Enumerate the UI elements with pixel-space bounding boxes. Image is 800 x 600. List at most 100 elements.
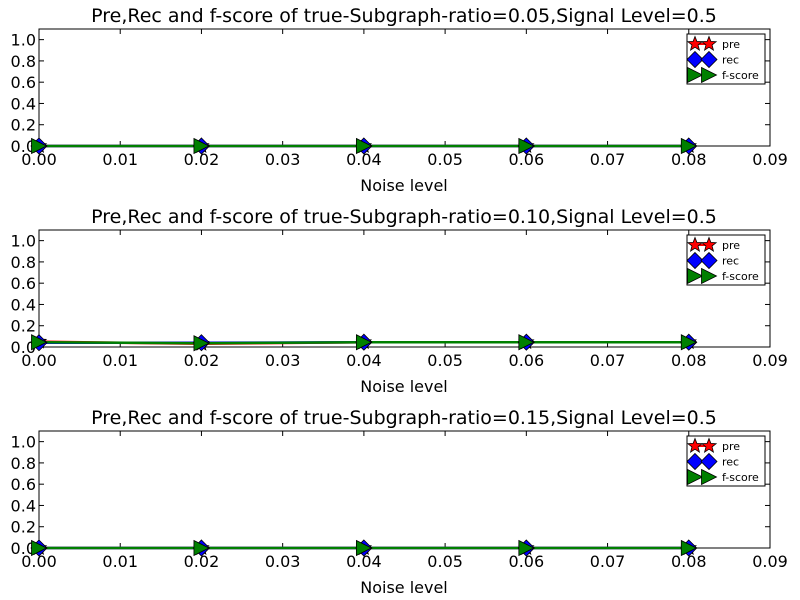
legend-label-1-1: rec bbox=[722, 255, 739, 268]
x-tick-label-2-0: 0.00 bbox=[21, 552, 57, 571]
y-tick-label-0-1: 0.2 bbox=[11, 116, 36, 135]
plot-area-2: 0.00 0.01 0.02 0.03 0.04 0.05 0.06 0.07 0.08 0.09… bbox=[11, 430, 788, 571]
x-tick-label-1-4: 0.04 bbox=[346, 351, 382, 370]
x-tick-label-0-7: 0.07 bbox=[590, 150, 626, 169]
legend-marker-b-1-1 bbox=[700, 251, 718, 270]
data-point-1-2-3 bbox=[518, 334, 535, 351]
x-axis-label-1: Noise level bbox=[360, 377, 448, 396]
data-point-1-2-0 bbox=[31, 334, 48, 351]
data-point-1-2-2 bbox=[355, 334, 373, 351]
x-tick-label-2-1: 0.01 bbox=[102, 552, 138, 571]
legend-marker-b-0-2 bbox=[701, 66, 718, 84]
y-tick-label-0-2: 0.4 bbox=[11, 94, 36, 113]
x-tick-label-2-6: 0.06 bbox=[509, 552, 545, 571]
x-tick-label-1-1: 0.01 bbox=[102, 351, 138, 370]
legend-marker-b-2-2 bbox=[701, 468, 718, 486]
legend-label-2-2: f-score bbox=[722, 471, 759, 484]
x-tick-label-2-9: 0.09 bbox=[752, 552, 788, 571]
legend-marker-b-2-1 bbox=[700, 452, 718, 471]
y-tick-label-2-5: 1.0 bbox=[11, 433, 36, 452]
x-tick-label-2-4: 0.04 bbox=[346, 552, 382, 571]
data-point-0-2-1 bbox=[193, 137, 210, 155]
y-tick-label-2-2: 0.4 bbox=[11, 496, 36, 515]
data-point-2-2-1 bbox=[193, 539, 210, 557]
x-tick-label-0-4: 0.04 bbox=[346, 150, 382, 169]
x-tick-label-1-3: 0.03 bbox=[265, 351, 301, 370]
y-tick-label-1-4: 0.8 bbox=[11, 253, 36, 272]
x-tick-label-1-2: 0.02 bbox=[184, 351, 220, 370]
data-point-1-2-4 bbox=[680, 334, 698, 351]
y-tick-label-0-3: 0.6 bbox=[11, 73, 36, 92]
y-tick-label-2-3: 0.6 bbox=[11, 475, 36, 494]
x-tick-label-2-5: 0.05 bbox=[427, 552, 463, 571]
y-tick-label-1-0: 0.0 bbox=[11, 338, 36, 357]
legend-marker-a-2-1 bbox=[686, 452, 704, 471]
y-tick-label-0-0: 0.0 bbox=[11, 137, 36, 156]
chart-title-0: Pre,Rec and f-score of true-Subgraph-rat… bbox=[91, 5, 717, 27]
y-tick-label-1-3: 0.6 bbox=[11, 274, 36, 293]
data-point-2-2-3 bbox=[518, 539, 535, 557]
data-point-2-2-4 bbox=[680, 539, 698, 557]
plot-area-1: 0.00 0.01 0.02 0.03 0.04 0.05 0.06 0.07 0.08 0.09… bbox=[11, 229, 788, 370]
legend-label-0-1: rec bbox=[722, 54, 739, 67]
x-tick-label-1-7: 0.07 bbox=[590, 351, 626, 370]
data-point-0-2-3 bbox=[518, 137, 535, 155]
x-tick-label-0-3: 0.03 bbox=[265, 150, 301, 169]
legend-marker-a-2-2 bbox=[687, 468, 704, 486]
x-tick-label-0-6: 0.06 bbox=[509, 150, 545, 169]
x-tick-label-1-9: 0.09 bbox=[752, 351, 788, 370]
y-tick-label-1-2: 0.4 bbox=[11, 295, 36, 314]
legend-label-1-2: f-score bbox=[722, 270, 759, 283]
legend-2: pre rec f-score bbox=[686, 435, 766, 487]
x-tick-label-1-5: 0.05 bbox=[427, 351, 463, 370]
legend-marker-b-2-0 bbox=[700, 437, 718, 453]
legend-marker-b-1-2 bbox=[701, 267, 718, 285]
y-tick-label-2-1: 0.2 bbox=[11, 518, 36, 537]
x-tick-label-1-0: 0.00 bbox=[21, 351, 57, 370]
subplot-0: Pre,Rec and f-score of true-Subgraph-rat… bbox=[11, 5, 788, 195]
legend-label-2-1: rec bbox=[722, 456, 739, 469]
legend-label-2-0: pre bbox=[722, 440, 740, 453]
subplot-2: Pre,Rec and f-score of true-Subgraph-rat… bbox=[11, 407, 788, 597]
axes-frame-1 bbox=[38, 229, 771, 348]
x-tick-label-0-5: 0.05 bbox=[427, 150, 463, 169]
data-point-1-2-1 bbox=[193, 335, 210, 352]
x-tick-label-2-3: 0.03 bbox=[265, 552, 301, 571]
legend-label-1-0: pre bbox=[722, 239, 740, 252]
x-axis-label-0: Noise level bbox=[360, 176, 448, 195]
x-tick-label-2-8: 0.08 bbox=[671, 552, 707, 571]
legend-label-0-0: pre bbox=[722, 38, 740, 51]
x-tick-label-2-2: 0.02 bbox=[184, 552, 220, 571]
legend-marker-a-1-1 bbox=[686, 251, 704, 270]
legend-marker-a-2-0 bbox=[686, 437, 704, 453]
y-tick-label-2-4: 0.8 bbox=[11, 454, 36, 473]
data-point-0-2-0 bbox=[31, 137, 48, 155]
chart-title-2: Pre,Rec and f-score of true-Subgraph-rat… bbox=[91, 407, 717, 429]
x-tick-label-0-2: 0.02 bbox=[184, 150, 220, 169]
legend-0: pre rec f-score bbox=[686, 33, 766, 85]
legend-marker-a-0-2 bbox=[687, 66, 704, 84]
y-tick-label-0-4: 0.8 bbox=[11, 52, 36, 71]
subplot-1: Pre,Rec and f-score of true-Subgraph-rat… bbox=[11, 206, 788, 396]
x-axis-label-2: Noise level bbox=[360, 578, 448, 597]
legend-marker-a-1-2 bbox=[687, 267, 704, 285]
legend-marker-b-0-1 bbox=[700, 50, 718, 69]
legend-label-0-2: f-score bbox=[722, 69, 759, 82]
data-point-2-2-0 bbox=[31, 539, 48, 557]
x-tick-label-0-8: 0.08 bbox=[671, 150, 707, 169]
x-tick-label-1-6: 0.06 bbox=[509, 351, 545, 370]
legend-1: pre rec f-score bbox=[686, 234, 766, 286]
legend-marker-b-1-0 bbox=[700, 236, 718, 252]
x-tick-label-0-0: 0.00 bbox=[21, 150, 57, 169]
legend-marker-a-1-0 bbox=[686, 236, 704, 252]
x-tick-label-2-7: 0.07 bbox=[590, 552, 626, 571]
data-point-0-2-4 bbox=[680, 137, 698, 155]
legend-marker-a-0-0 bbox=[686, 35, 704, 51]
y-tick-label-2-0: 0.0 bbox=[11, 539, 36, 558]
legend-marker-a-0-1 bbox=[686, 50, 704, 69]
x-tick-label-0-1: 0.01 bbox=[102, 150, 138, 169]
y-tick-label-0-5: 1.0 bbox=[11, 31, 36, 50]
x-tick-label-0-9: 0.09 bbox=[752, 150, 788, 169]
data-point-0-2-2 bbox=[355, 137, 373, 155]
